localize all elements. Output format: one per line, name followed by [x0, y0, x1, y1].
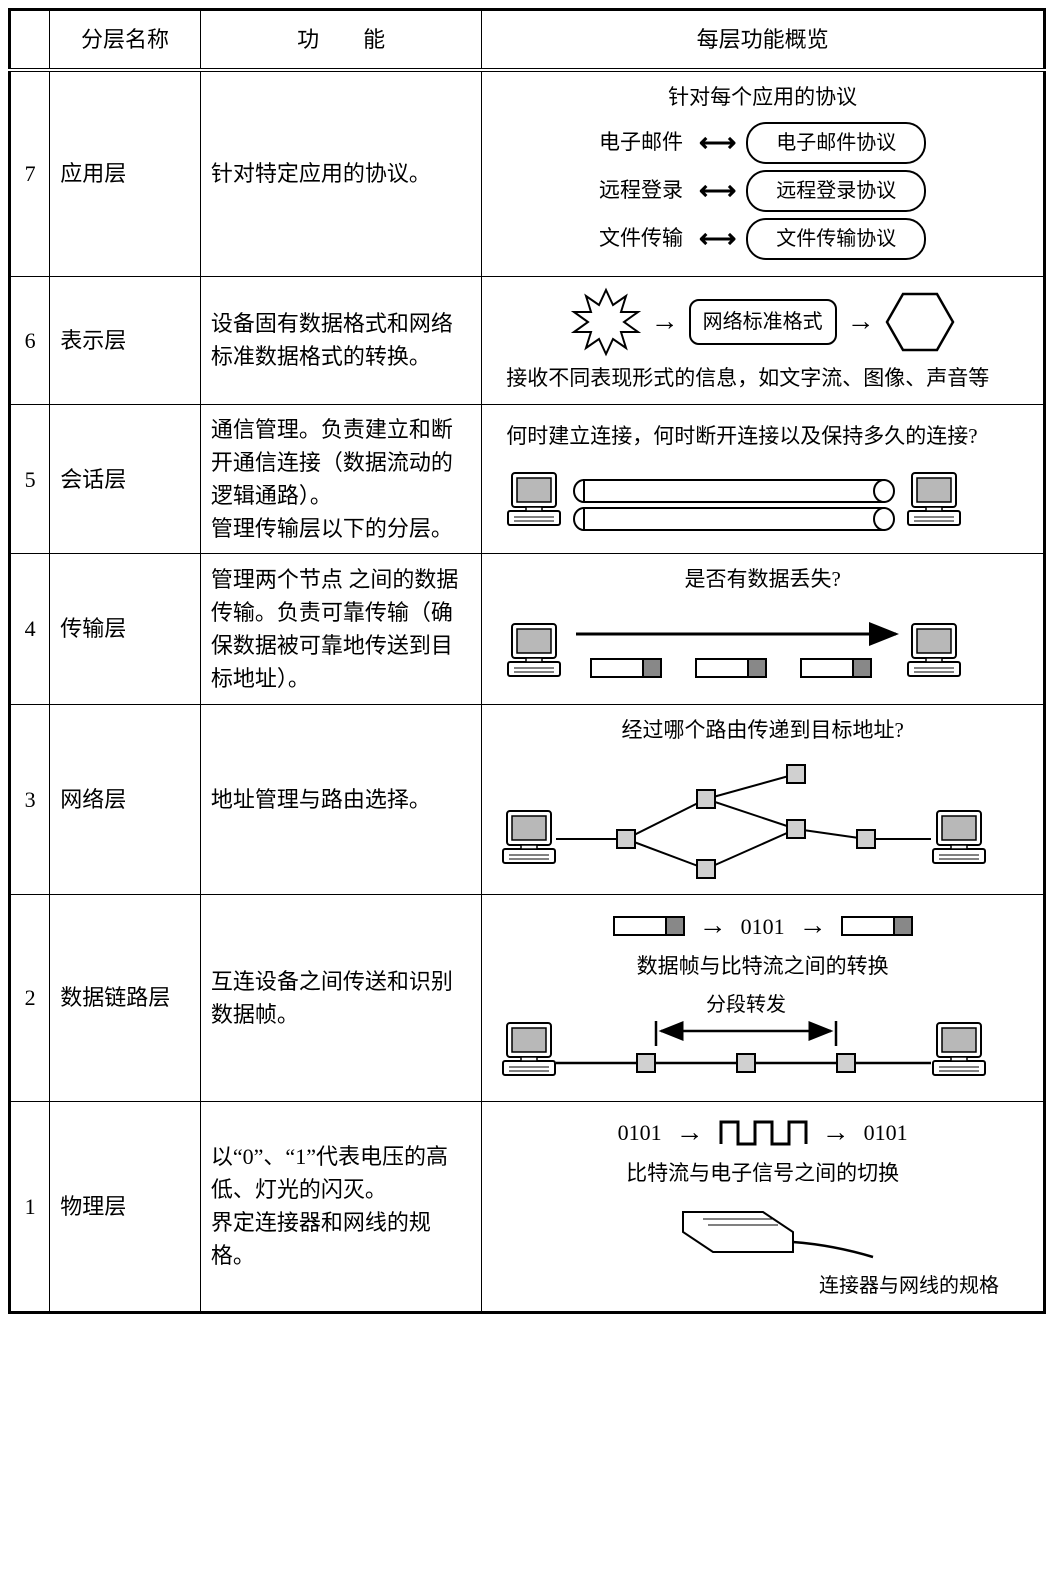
overview-title: 针对每个应用的协议 [496, 82, 1029, 114]
square-wave-icon [718, 1116, 808, 1150]
layer-num: 5 [10, 405, 50, 554]
bits-text: 0101 [864, 1116, 908, 1149]
hexagon-icon [885, 290, 955, 354]
layer-func: 互连设备之间传送和识别数据帧。 [200, 895, 481, 1102]
layer-overview: → 0101 → 数据帧与比特流之间的转换 分段转发 [482, 895, 1045, 1102]
layer-name: 应用层 [50, 70, 201, 276]
layer-num: 2 [10, 895, 50, 1102]
caption: 比特流与电子信号之间的切换 [496, 1158, 1029, 1190]
protocol-pill: 电子邮件协议 [746, 122, 926, 164]
caption: 数据帧与比特流之间的转换 [496, 951, 1029, 983]
arrow-right-icon: → [699, 905, 727, 947]
layer-row-2: 2 数据链路层 互连设备之间传送和识别数据帧。 → 0101 → 数据帧与比特流… [10, 895, 1045, 1102]
proto-row: 电子邮件 ⟷ 电子邮件协议 [496, 122, 1029, 164]
header-row: 分层名称 功 能 每层功能概览 [10, 10, 1045, 71]
layer-overview: 针对每个应用的协议 电子邮件 ⟷ 电子邮件协议 远程登录 ⟷ 远程登录协议 文件… [482, 70, 1045, 276]
layer-func: 设备固有数据格式和网络标准数据格式的转换。 [200, 276, 481, 405]
overview-title: 是否有数据丢失? [496, 564, 1029, 596]
layer-name: 数据链路层 [50, 895, 201, 1102]
arrow-right-icon: → [822, 1112, 850, 1154]
arrow-right-icon: → [651, 301, 679, 343]
double-arrow-icon: ⟷ [699, 171, 736, 210]
app-label: 电子邮件 [599, 127, 689, 159]
protocol-pill: 远程登录协议 [746, 170, 926, 212]
layer-name: 物理层 [50, 1101, 201, 1313]
connector-diagram [643, 1197, 883, 1267]
header-name: 分层名称 [50, 10, 201, 71]
layer-row-4: 4 传输层 管理两个节点 之间的数据传输。负责可靠传输（确保数据被可靠地传送到目… [10, 554, 1045, 705]
layer-overview: 是否有数据丢失? [482, 554, 1045, 705]
app-label: 远程登录 [599, 175, 689, 207]
layer-overview: → 网络标准格式 → 接收不同表现形式的信息，如文字流、图像、声音等 [482, 276, 1045, 405]
frame-icon [841, 916, 913, 936]
layer-row-3: 3 网络层 地址管理与路由选择。 经过哪个路由传递到目标地址? [10, 704, 1045, 895]
layer-func: 以“0”、“1”代表电压的高低、灯光的闪灭。 界定连接器和网线的规格。 [200, 1101, 481, 1313]
double-arrow-icon: ⟷ [699, 219, 736, 258]
layer-name: 传输层 [50, 554, 201, 705]
layer-row-5: 5 会话层 通信管理。负责建立和断开通信连接（数据流动的逻辑通路）。 管理传输层… [10, 405, 1045, 554]
transport-diagram [496, 604, 976, 694]
layer-num: 7 [10, 70, 50, 276]
segment-label: 分段转发 [706, 993, 786, 1016]
proto-row: 文件传输 ⟷ 文件传输协议 [496, 218, 1029, 260]
arrow-right-icon: → [847, 301, 875, 343]
layer-row-6: 6 表示层 设备固有数据格式和网络标准数据格式的转换。 → 网络标准格式 → [10, 276, 1045, 405]
layer-num: 1 [10, 1101, 50, 1313]
layer-name: 网络层 [50, 704, 201, 895]
overview-title: 经过哪个路由传递到目标地址? [496, 715, 1029, 747]
osi-layers-table: 分层名称 功 能 每层功能概览 7 应用层 针对特定应用的协议。 针对每个应用的… [8, 8, 1046, 1314]
app-label: 文件传输 [599, 223, 689, 255]
caption: 连接器与网线的规格 [496, 1271, 1029, 1301]
bits-text: 0101 [618, 1116, 662, 1149]
layer-row-7: 7 应用层 针对特定应用的协议。 针对每个应用的协议 电子邮件 ⟷ 电子邮件协议… [10, 70, 1045, 276]
layer-overview: 0101 → → 0101 比特流与电子信号之间的切换 连接器与网线的规格 [482, 1101, 1045, 1313]
routing-diagram [496, 754, 996, 884]
starburst-icon [571, 287, 641, 357]
layer-row-1: 1 物理层 以“0”、“1”代表电压的高低、灯光的闪灭。 界定连接器和网线的规格… [10, 1101, 1045, 1313]
double-arrow-icon: ⟷ [699, 123, 736, 162]
overview-subtext: 接收不同表现形式的信息，如文字流、图像、声音等 [496, 363, 1029, 395]
layer-func: 通信管理。负责建立和断开通信连接（数据流动的逻辑通路）。 管理传输层以下的分层。 [200, 405, 481, 554]
frame-icon [613, 916, 685, 936]
datalink-diagram: 分段转发 [496, 991, 996, 1091]
overview-title: 何时建立连接，何时断开连接以及保持多久的连接? [496, 421, 1029, 453]
arrow-right-icon: → [799, 905, 827, 947]
arrow-right-icon: → [676, 1112, 704, 1154]
layer-overview: 经过哪个路由传递到目标地址? [482, 704, 1045, 895]
layer-name: 会话层 [50, 405, 201, 554]
layer-func: 管理两个节点 之间的数据传输。负责可靠传输（确保数据被可靠地传送到目标地址）。 [200, 554, 481, 705]
session-diagram [496, 453, 976, 543]
header-num [10, 10, 50, 71]
layer-name: 表示层 [50, 276, 201, 405]
format-box: 网络标准格式 [689, 299, 837, 345]
layer-num: 3 [10, 704, 50, 895]
proto-row: 远程登录 ⟷ 远程登录协议 [496, 170, 1029, 212]
header-overview: 每层功能概览 [482, 10, 1045, 71]
layer-func: 针对特定应用的协议。 [200, 70, 481, 276]
layer-num: 4 [10, 554, 50, 705]
protocol-pill: 文件传输协议 [746, 218, 926, 260]
layer-overview: 何时建立连接，何时断开连接以及保持多久的连接? [482, 405, 1045, 554]
bits-text: 0101 [741, 910, 785, 943]
header-func: 功 能 [200, 10, 481, 71]
layer-num: 6 [10, 276, 50, 405]
layer-func: 地址管理与路由选择。 [200, 704, 481, 895]
